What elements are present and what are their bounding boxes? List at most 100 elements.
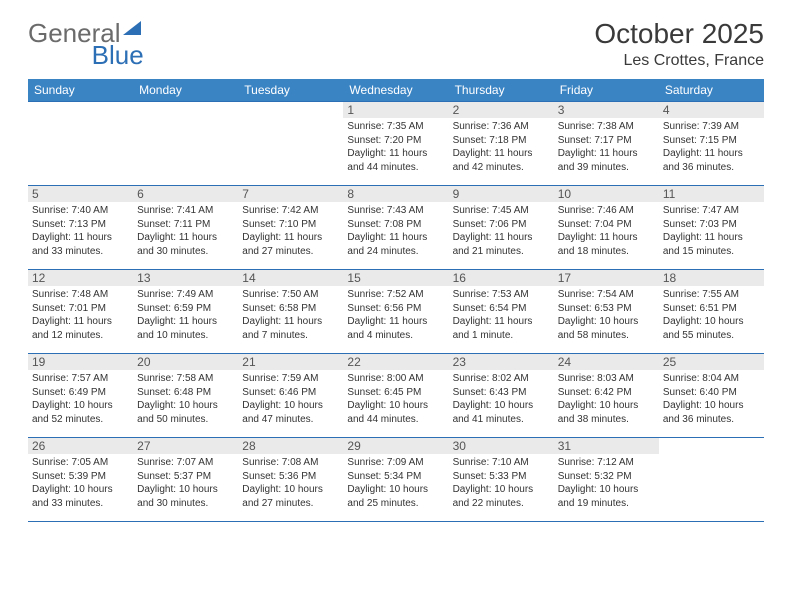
day-number: 5: [28, 186, 133, 202]
sunset-text: Sunset: 5:36 PM: [242, 470, 339, 484]
calendar-day-cell: 19Sunrise: 7:57 AMSunset: 6:49 PMDayligh…: [28, 354, 133, 438]
day-info: Sunrise: 7:49 AMSunset: 6:59 PMDaylight:…: [137, 288, 234, 342]
sunrise-text: Sunrise: 7:58 AM: [137, 372, 234, 386]
day-info: Sunrise: 7:50 AMSunset: 6:58 PMDaylight:…: [242, 288, 339, 342]
sunrise-text: Sunrise: 7:53 AM: [453, 288, 550, 302]
weekday-header: Sunday: [28, 79, 133, 102]
sunrise-text: Sunrise: 7:59 AM: [242, 372, 339, 386]
calendar-week-row: 12 Sunrise: 7:48 AMSunset: 7:01 PMDayligh…: [28, 270, 764, 354]
daylight-text: Daylight: 10 hours and 19 minutes.: [558, 483, 655, 510]
day-number: 19: [28, 354, 133, 370]
logo-triangle-icon: [123, 21, 141, 35]
calendar-day-cell: 16Sunrise: 7:53 AMSunset: 6:54 PMDayligh…: [449, 270, 554, 354]
weekday-header: Monday: [133, 79, 238, 102]
day-number: 25: [659, 354, 764, 370]
day-number: 31: [554, 438, 659, 454]
calendar-day-cell: 9Sunrise: 7:45 AMSunset: 7:06 PMDaylight…: [449, 186, 554, 270]
sunset-text: Sunset: 7:08 PM: [347, 218, 444, 232]
day-number: 6: [133, 186, 238, 202]
sunrise-text: Sunrise: 8:04 AM: [663, 372, 760, 386]
calendar-day-cell: [238, 102, 343, 186]
sunrise-text: Sunrise: 7:52 AM: [347, 288, 444, 302]
day-info: Sunrise: 7:42 AMSunset: 7:10 PMDaylight:…: [242, 204, 339, 258]
day-number: 20: [133, 354, 238, 370]
day-info: Sunrise: 8:02 AMSunset: 6:43 PMDaylight:…: [453, 372, 550, 426]
sunset-text: Sunset: 7:03 PM: [663, 218, 760, 232]
day-number: 9: [449, 186, 554, 202]
sunrise-text: Sunrise: 7:50 AM: [242, 288, 339, 302]
calendar-day-cell: 24Sunrise: 8:03 AMSunset: 6:42 PMDayligh…: [554, 354, 659, 438]
calendar-day-cell: 17Sunrise: 7:54 AMSunset: 6:53 PMDayligh…: [554, 270, 659, 354]
calendar-day-cell: 14 Sunrise: 7:50 AMSunset: 6:58 PMDayligh…: [238, 270, 343, 354]
sunrise-text: Sunrise: 7:41 AM: [137, 204, 234, 218]
day-info: Sunrise: 7:35 AMSunset: 7:20 PMDaylight:…: [347, 120, 444, 174]
day-info: Sunrise: 7:07 AMSunset: 5:37 PMDaylight:…: [137, 456, 234, 510]
calendar-day-cell: 7Sunrise: 7:42 AMSunset: 7:10 PMDaylight…: [238, 186, 343, 270]
calendar-week-row: 19Sunrise: 7:57 AMSunset: 6:49 PMDayligh…: [28, 354, 764, 438]
day-number: 18: [659, 270, 764, 286]
day-info: Sunrise: 7:48 AMSunset: 7:01 PMDaylight:…: [32, 288, 129, 342]
day-number: 2: [449, 102, 554, 118]
day-number: 29: [343, 438, 448, 454]
day-info: Sunrise: 7:12 AMSunset: 5:32 PMDaylight:…: [558, 456, 655, 510]
daylight-text: Daylight: 11 hours and 36 minutes.: [663, 147, 760, 174]
sunset-text: Sunset: 6:51 PM: [663, 302, 760, 316]
day-number: 10: [554, 186, 659, 202]
day-number: 21: [238, 354, 343, 370]
calendar-day-cell: 15Sunrise: 7:52 AMSunset: 6:56 PMDayligh…: [343, 270, 448, 354]
calendar-day-cell: 6Sunrise: 7:41 AMSunset: 7:11 PMDaylight…: [133, 186, 238, 270]
sunset-text: Sunset: 6:43 PM: [453, 386, 550, 400]
sunset-text: Sunset: 6:46 PM: [242, 386, 339, 400]
sunset-text: Sunset: 7:20 PM: [347, 134, 444, 148]
calendar-day-cell: 4Sunrise: 7:39 AMSunset: 7:15 PMDaylight…: [659, 102, 764, 186]
daylight-text: Daylight: 10 hours and 55 minutes.: [663, 315, 760, 342]
daylight-text: Daylight: 10 hours and 33 minutes.: [32, 483, 129, 510]
calendar-day-cell: 23Sunrise: 8:02 AMSunset: 6:43 PMDayligh…: [449, 354, 554, 438]
day-info: Sunrise: 7:54 AMSunset: 6:53 PMDaylight:…: [558, 288, 655, 342]
sunrise-text: Sunrise: 7:36 AM: [453, 120, 550, 134]
day-number: 24: [554, 354, 659, 370]
day-info: Sunrise: 7:43 AMSunset: 7:08 PMDaylight:…: [347, 204, 444, 258]
day-number: 1: [343, 102, 448, 118]
calendar-day-cell: 30Sunrise: 7:10 AMSunset: 5:33 PMDayligh…: [449, 438, 554, 522]
sunset-text: Sunset: 6:56 PM: [347, 302, 444, 316]
sunrise-text: Sunrise: 7:55 AM: [663, 288, 760, 302]
daylight-text: Daylight: 11 hours and 21 minutes.: [453, 231, 550, 258]
sunset-text: Sunset: 7:17 PM: [558, 134, 655, 148]
sunset-text: Sunset: 6:58 PM: [242, 302, 339, 316]
daylight-text: Daylight: 11 hours and 12 minutes.: [32, 315, 129, 342]
calendar-week-row: 5 Sunrise: 7:40 AMSunset: 7:13 PMDaylight…: [28, 186, 764, 270]
daylight-text: Daylight: 10 hours and 22 minutes.: [453, 483, 550, 510]
daylight-text: Daylight: 11 hours and 24 minutes.: [347, 231, 444, 258]
calendar-week-row: 26Sunrise: 7:05 AMSunset: 5:39 PMDayligh…: [28, 438, 764, 522]
day-number: 14: [238, 270, 343, 286]
day-info: Sunrise: 7:40 AMSunset: 7:13 PMDaylight:…: [32, 204, 129, 258]
calendar-day-cell: [28, 102, 133, 186]
sunrise-text: Sunrise: 7:05 AM: [32, 456, 129, 470]
calendar-day-cell: 21Sunrise: 7:59 AMSunset: 6:46 PMDayligh…: [238, 354, 343, 438]
day-info: Sunrise: 7:53 AMSunset: 6:54 PMDaylight:…: [453, 288, 550, 342]
calendar-day-cell: 10Sunrise: 7:46 AMSunset: 7:04 PMDayligh…: [554, 186, 659, 270]
calendar-day-cell: 22Sunrise: 8:00 AMSunset: 6:45 PMDayligh…: [343, 354, 448, 438]
calendar-week-row: 1Sunrise: 7:35 AMSunset: 7:20 PMDaylight…: [28, 102, 764, 186]
sunrise-text: Sunrise: 7:12 AM: [558, 456, 655, 470]
calendar-day-cell: 31 Sunrise: 7:12 AMSunset: 5:32 PMDayligh…: [554, 438, 659, 522]
sunrise-text: Sunrise: 7:49 AM: [137, 288, 234, 302]
sunrise-text: Sunrise: 7:35 AM: [347, 120, 444, 134]
calendar-day-cell: 5 Sunrise: 7:40 AMSunset: 7:13 PMDaylight…: [28, 186, 133, 270]
day-number: 15: [343, 270, 448, 286]
daylight-text: Daylight: 11 hours and 15 minutes.: [663, 231, 760, 258]
sunrise-text: Sunrise: 7:46 AM: [558, 204, 655, 218]
day-number: 22: [343, 354, 448, 370]
daylight-text: Daylight: 10 hours and 30 minutes.: [137, 483, 234, 510]
day-info: Sunrise: 7:05 AMSunset: 5:39 PMDaylight:…: [32, 456, 129, 510]
calendar-header-row: Sunday Monday Tuesday Wednesday Thursday…: [28, 79, 764, 102]
daylight-text: Daylight: 11 hours and 44 minutes.: [347, 147, 444, 174]
day-info: Sunrise: 7:09 AMSunset: 5:34 PMDaylight:…: [347, 456, 444, 510]
day-number: 12: [28, 270, 133, 286]
sunrise-text: Sunrise: 7:47 AM: [663, 204, 760, 218]
day-number: 3: [554, 102, 659, 118]
sunset-text: Sunset: 6:48 PM: [137, 386, 234, 400]
sunset-text: Sunset: 7:18 PM: [453, 134, 550, 148]
calendar-table: Sunday Monday Tuesday Wednesday Thursday…: [28, 79, 764, 522]
